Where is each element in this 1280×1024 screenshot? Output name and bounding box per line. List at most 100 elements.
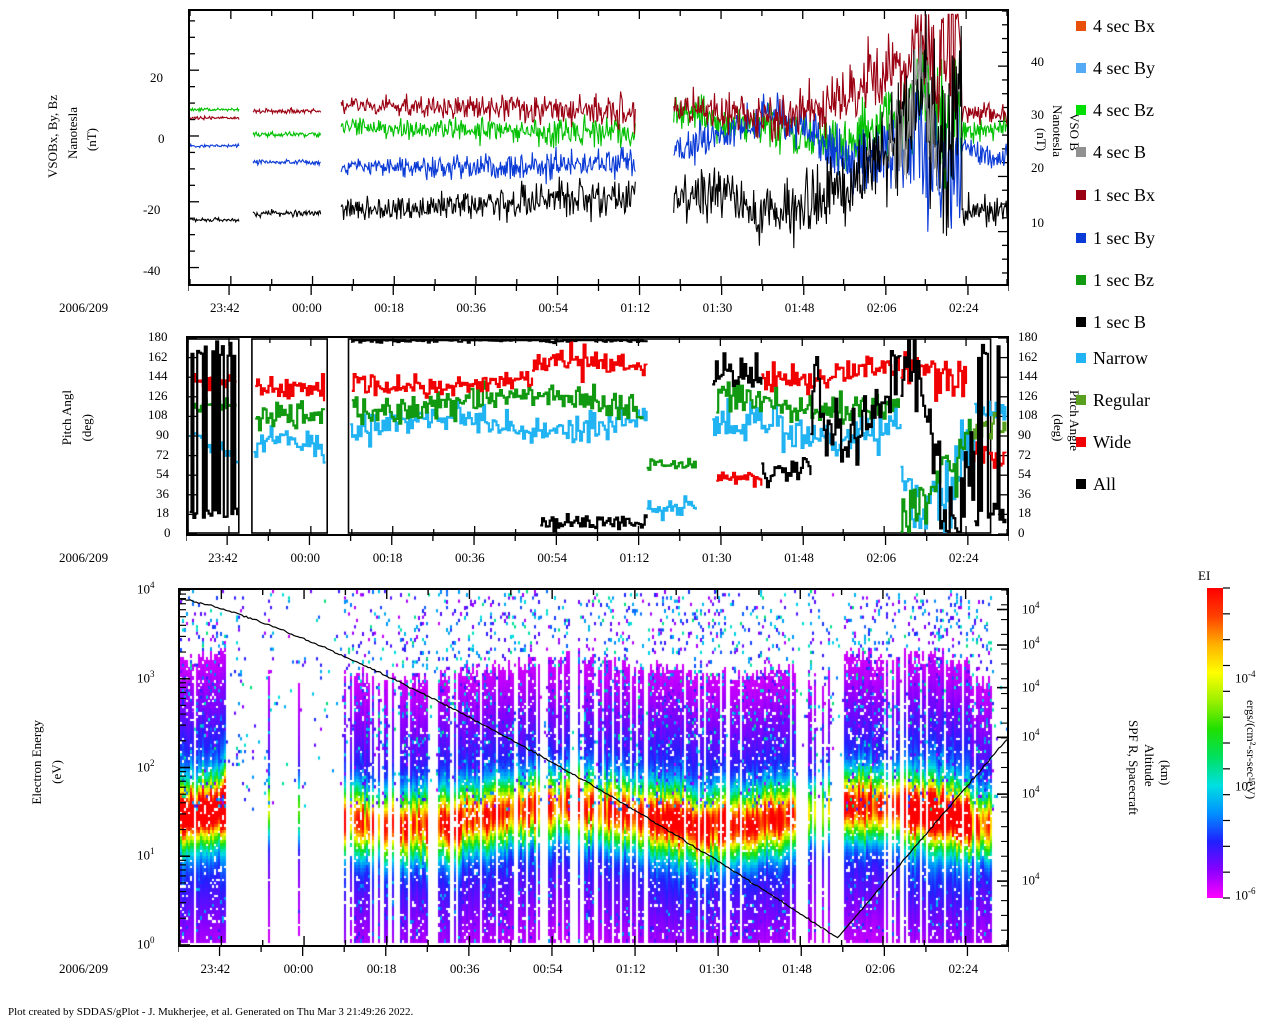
panel2-ytick-left: 180 <box>148 329 168 344</box>
legend-item-wide[interactable]: Wide <box>1076 433 1131 451</box>
panel3-ytick-right: 104 <box>1022 599 1040 616</box>
panel2-ytick-left: 72 <box>156 446 169 462</box>
panel1-ytick-right-2: 20 <box>1031 160 1044 175</box>
panel2-plot-area <box>188 338 1007 534</box>
panel2-ytick-left: 144 <box>148 368 168 384</box>
panel2-ytick-left: 90 <box>156 427 169 442</box>
panel3-date-label: 2006/209 <box>59 961 109 976</box>
time-tick-label: 23:42 <box>210 300 240 315</box>
time-tick-label: 02:06 <box>865 961 895 976</box>
time-tick-label: 01:12 <box>616 961 646 976</box>
legend-item-4-sec-bz[interactable]: 4 sec Bz <box>1076 101 1154 119</box>
panel1-ylabel-right: VSO B <box>1066 113 1082 151</box>
time-tick-label: 00:54 <box>538 300 569 315</box>
panel2-ytick-left: 0 <box>164 525 171 540</box>
legend-label: 1 sec Bz <box>1093 270 1154 290</box>
panel2-ylabel-left: Pitch Angl <box>59 390 75 445</box>
legend-swatch-icon <box>1076 317 1086 327</box>
panel3-ylabel-left-units-text: (eV) <box>49 760 64 784</box>
legend-item-1-sec-b[interactable]: 1 sec B <box>1076 313 1146 331</box>
magnetic-field-traces <box>190 11 1007 284</box>
legend-item-4-sec-by[interactable]: 4 sec By <box>1076 59 1155 77</box>
time-tick-label: 00:18 <box>372 550 403 565</box>
panel2-ytick-left: 126 <box>148 387 168 403</box>
time-tick-label: 00:54 <box>532 961 563 976</box>
legend-label: 4 sec Bz <box>1093 100 1154 120</box>
legend-label: Wide <box>1093 432 1132 452</box>
legend-swatch-icon <box>1076 190 1086 200</box>
panel2-ytick-right: 90 <box>1018 427 1031 442</box>
colorbar-tick-label: 10-6 <box>1235 885 1256 903</box>
legend-item-1-sec-by[interactable]: 1 sec By <box>1076 229 1155 247</box>
colorbar <box>1207 588 1223 898</box>
panel1-ylabel-right-nt: (nT) <box>1033 128 1049 152</box>
time-tick-label: 01:48 <box>784 550 814 565</box>
legend-item-narrow[interactable]: Narrow <box>1076 349 1148 367</box>
time-tick-label: 01:30 <box>701 550 732 565</box>
panel3-ytick-right: 104 <box>1022 871 1040 888</box>
spacecraft-altitude-trace <box>180 590 1007 945</box>
panel2-ytick-right: 180 <box>1018 329 1038 344</box>
legend-label: All <box>1093 474 1117 494</box>
panel3-ytick-right: 104 <box>1022 727 1040 744</box>
legend-item-1-sec-bx[interactable]: 1 sec Bx <box>1076 186 1155 204</box>
panel2-ytick-right: 18 <box>1018 505 1031 521</box>
legend-item-4-sec-b[interactable]: 4 sec B <box>1076 143 1146 161</box>
panel3-ylabel-right-text: SPF R, Spacecraft <box>1125 720 1141 815</box>
panel2-ytick-right: 36 <box>1018 485 1031 501</box>
legend-item-all[interactable]: All <box>1076 475 1116 493</box>
panel3-ylabel-left-units: (eV) <box>49 760 65 784</box>
footer-credit: Plot created by SDDAS/gPlot - J. Mukherj… <box>8 1006 414 1018</box>
time-tick-label: 01:12 <box>619 550 650 565</box>
panel1-ylabel-left: VSOBx, By, Bz <box>45 95 61 178</box>
panel3-ylabel-right-alt-text: Altitude <box>1141 744 1157 787</box>
time-tick-label: 00:18 <box>374 300 404 315</box>
panel1-ytick-right-0: 40 <box>1031 54 1044 69</box>
panel1-ylabel-right-units-text: Nanotesla <box>1049 105 1065 157</box>
legend-item-1-sec-bz[interactable]: 1 sec Bz <box>1076 271 1154 289</box>
panel3-ytick-right: 104 <box>1022 677 1040 694</box>
panel2-time-axis: 23:42 00:00 00:18 00:36 00:54 01:12 01:30 01:48… <box>186 536 1009 566</box>
colorbar-units-text: ergs/(cm²-sr-sec-eV) <box>1243 700 1258 800</box>
pitch-angle-traces <box>188 338 1007 534</box>
panel3-ylabel-left: Electron Energy <box>29 720 45 805</box>
panel2-ytick-right: 72 <box>1018 446 1031 462</box>
legend-swatch-icon <box>1076 353 1086 363</box>
panel3-ytick-right: 104 <box>1022 784 1040 801</box>
panel1-ytick-left-3: -40 <box>143 263 161 278</box>
panel1-ytick-left-2: -20 <box>143 202 161 217</box>
panel2-ylabel-right-units-text: (deg) <box>1050 414 1066 442</box>
time-tick-label: 02:24 <box>948 961 979 976</box>
panel-pitch-angle <box>186 336 1009 536</box>
legend-label: 4 sec Bx <box>1093 16 1155 36</box>
panel3-ytick-left: 103 <box>137 668 155 686</box>
panel2-ytick-right: 108 <box>1018 407 1038 423</box>
panel1-ylabel-left-nt-text: (nT) <box>84 128 99 152</box>
panel1-ylabel-left-text: VSOBx, By, Bz <box>45 95 60 178</box>
panel1-ytick-right-1: 30 <box>1031 107 1044 122</box>
time-tick-label: 23:42 <box>200 961 231 976</box>
panel2-ylabel-right: Pitch Angle <box>1066 390 1082 452</box>
legend-label: 1 sec Bx <box>1093 185 1155 205</box>
panel2-ytick-left: 162 <box>148 348 168 364</box>
panel2-ytick-left: 108 <box>148 407 168 423</box>
time-tick-label: 00:36 <box>455 550 485 565</box>
panel3-ylabel-right-km: (km) <box>1157 760 1173 785</box>
panel1-ylabel-left-units-text: Nanotesla <box>65 107 80 159</box>
time-tick-label: 00:00 <box>283 961 314 976</box>
colorbar-tick-label: 10-5 <box>1235 777 1256 794</box>
legend-item-4-sec-bx[interactable]: 4 sec Bx <box>1076 17 1155 35</box>
legend-item-regular[interactable]: Regular <box>1076 391 1150 409</box>
panel2-ylabel-right-text: Pitch Angle <box>1066 390 1082 452</box>
panel1-time-labels: 23:42 00:00 00:18 00:36 00:54 01:12 01:30 01:48… <box>188 300 1009 316</box>
panel2-time-ticks <box>186 536 1009 545</box>
panel3-ytick-left: 104 <box>137 580 155 597</box>
panel-magnetic-field <box>188 9 1009 286</box>
panel2-ytick-right: 144 <box>1018 368 1038 384</box>
colorbar-gradient <box>1207 588 1223 898</box>
panel1-ylabel-right-nt-text: (nT) <box>1033 128 1049 152</box>
time-tick-label: 02:06 <box>866 300 897 315</box>
time-tick-label: 00:54 <box>537 550 567 565</box>
legend-swatch-icon <box>1076 479 1086 489</box>
legend-swatch-icon <box>1076 63 1086 73</box>
